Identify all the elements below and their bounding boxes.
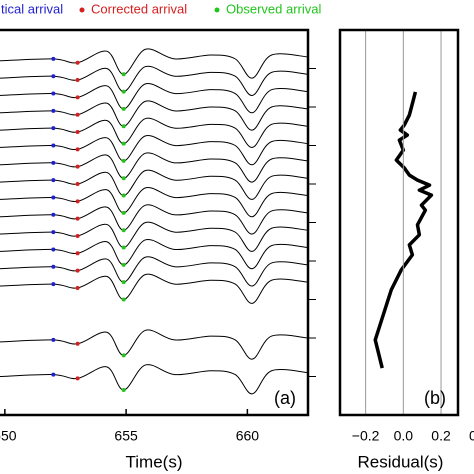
arrival-dot	[51, 56, 56, 61]
trace	[0, 186, 309, 218]
legend-label: tical arrival	[1, 1, 63, 16]
arrival-dot	[51, 108, 56, 113]
x-tick-label: 0.2	[431, 428, 451, 444]
arrival-dot	[51, 91, 56, 96]
arrival-dot	[121, 210, 126, 215]
trace	[0, 238, 309, 270]
arrival-dot	[121, 245, 126, 250]
trace	[0, 135, 309, 166]
arrival-dot	[75, 285, 80, 290]
arrival-dot	[121, 280, 126, 285]
arrival-dot	[51, 372, 56, 377]
trace	[0, 221, 309, 252]
x-tick-label: 655	[114, 428, 138, 444]
trace	[0, 169, 309, 200]
arrival-dot	[51, 230, 56, 235]
legend-label: Observed arrival	[226, 1, 321, 16]
trace	[0, 256, 309, 287]
arrival-dot	[75, 164, 80, 169]
arrival-dot	[75, 216, 80, 221]
arrival-dot	[121, 387, 126, 392]
arrival-dot	[75, 130, 80, 135]
x-tick-label: 0.4	[469, 428, 474, 444]
panel-frame	[0, 28, 310, 417]
arrival-dot	[75, 341, 80, 346]
panel-label: (b)	[424, 388, 446, 408]
arrival-dot	[75, 147, 80, 152]
arrival-dot	[75, 251, 80, 256]
arrival-dot	[121, 89, 126, 94]
trace	[0, 329, 309, 360]
arrival-dot	[51, 282, 56, 287]
arrival-dot	[121, 72, 126, 77]
trace	[0, 100, 309, 131]
arrival-dot	[75, 199, 80, 204]
arrival-dot	[121, 124, 126, 129]
arrival-dot	[121, 158, 126, 163]
arrival-dot	[51, 143, 56, 148]
arrival-dot	[51, 212, 56, 217]
arrival-dot	[51, 160, 56, 165]
arrival-dot	[121, 193, 126, 198]
trace	[0, 83, 309, 114]
arrival-dot	[75, 233, 80, 238]
arrival-dot	[51, 264, 56, 269]
legend-label: Corrected arrival	[91, 1, 187, 16]
trace	[0, 48, 309, 79]
panel-label: (a)	[274, 388, 296, 408]
arrival-dot	[121, 141, 126, 146]
arrival-dot	[75, 376, 80, 381]
legend-marker	[214, 7, 220, 13]
arrival-dot	[51, 74, 56, 79]
trace	[0, 273, 309, 304]
trace	[0, 65, 309, 96]
panel-frame	[338, 28, 460, 417]
arrival-dot	[51, 126, 56, 131]
arrival-dot	[121, 262, 126, 267]
arrival-dot	[121, 106, 126, 111]
arrival-dot	[51, 178, 56, 183]
trace	[0, 117, 309, 148]
arrival-dot	[75, 95, 80, 100]
trace	[0, 204, 309, 235]
arrival-dot	[121, 297, 126, 302]
legend-marker	[79, 7, 85, 13]
arrival-dot	[121, 176, 126, 181]
x-axis-label: Residual(s)	[358, 452, 444, 471]
arrival-dot	[51, 195, 56, 200]
residual-line	[373, 91, 434, 369]
trace	[0, 364, 309, 395]
arrival-dot	[75, 268, 80, 273]
arrival-dot	[121, 228, 126, 233]
arrival-dot	[121, 353, 126, 358]
trace	[0, 152, 309, 183]
x-tick-label: 650	[0, 428, 17, 444]
arrival-dot	[51, 337, 56, 342]
arrival-dot	[75, 78, 80, 83]
x-tick-label: 0.0	[394, 428, 414, 444]
arrival-dot	[51, 247, 56, 252]
arrival-dot	[75, 112, 80, 117]
x-tick-label: −0.2	[352, 428, 380, 444]
x-axis-label: Time(s)	[126, 452, 183, 471]
arrival-dot	[75, 182, 80, 186]
x-tick-label: 660	[236, 428, 260, 444]
arrival-dot	[75, 60, 80, 65]
